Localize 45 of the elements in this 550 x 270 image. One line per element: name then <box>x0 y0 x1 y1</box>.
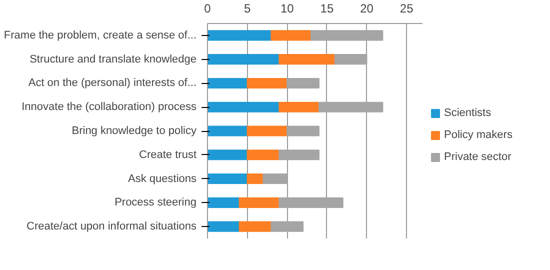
bar <box>310 30 384 41</box>
bar <box>246 78 288 88</box>
bar <box>262 174 288 184</box>
bar <box>208 221 240 232</box>
bar <box>208 174 248 184</box>
bar <box>246 126 288 136</box>
bar <box>208 78 248 88</box>
y-tick-label: Structure and translate knowledge <box>30 53 197 66</box>
x-tick-label: 10 <box>280 2 294 16</box>
y-tick-label: Ask questions <box>128 172 197 185</box>
bar <box>208 30 272 41</box>
bar <box>278 150 320 160</box>
bar <box>246 174 264 184</box>
legend-label: Policy makers <box>444 128 512 140</box>
y-tick-label: Bring knowledge to policy <box>72 125 197 137</box>
x-tick-label: 20 <box>360 2 374 16</box>
bar <box>318 102 384 112</box>
y-tick-label: Create/act upon informal situations <box>26 220 197 233</box>
bar <box>334 54 368 65</box>
bar <box>208 150 248 160</box>
bar <box>278 197 344 208</box>
bar <box>270 221 304 232</box>
bar <box>278 54 336 65</box>
y-tick-label: Frame the problem, create a sense of... <box>4 29 196 42</box>
x-tick-label: 0 <box>204 2 212 16</box>
bar <box>208 54 280 65</box>
legend-label: Private sector <box>444 150 512 162</box>
bar <box>238 221 272 232</box>
x-tick-label: 15 <box>320 2 334 16</box>
bar <box>246 150 280 160</box>
bar <box>286 78 320 88</box>
legend-label: Scientists <box>444 106 492 118</box>
bar <box>208 126 248 136</box>
bar <box>278 102 320 112</box>
x-tick-label: 25 <box>400 2 414 16</box>
bar <box>208 102 280 112</box>
y-tick-label: Create trust <box>139 148 197 161</box>
bar <box>238 197 280 208</box>
x-tick-label: 5 <box>244 2 251 16</box>
y-tick-label: Act on the (personal) interests of... <box>28 77 197 90</box>
y-tick-label: Innovate the (collaboration) process <box>22 101 197 114</box>
y-tick-label: Process steering <box>114 196 197 209</box>
bar <box>286 126 320 136</box>
bar <box>270 30 312 41</box>
bar <box>208 197 240 208</box>
